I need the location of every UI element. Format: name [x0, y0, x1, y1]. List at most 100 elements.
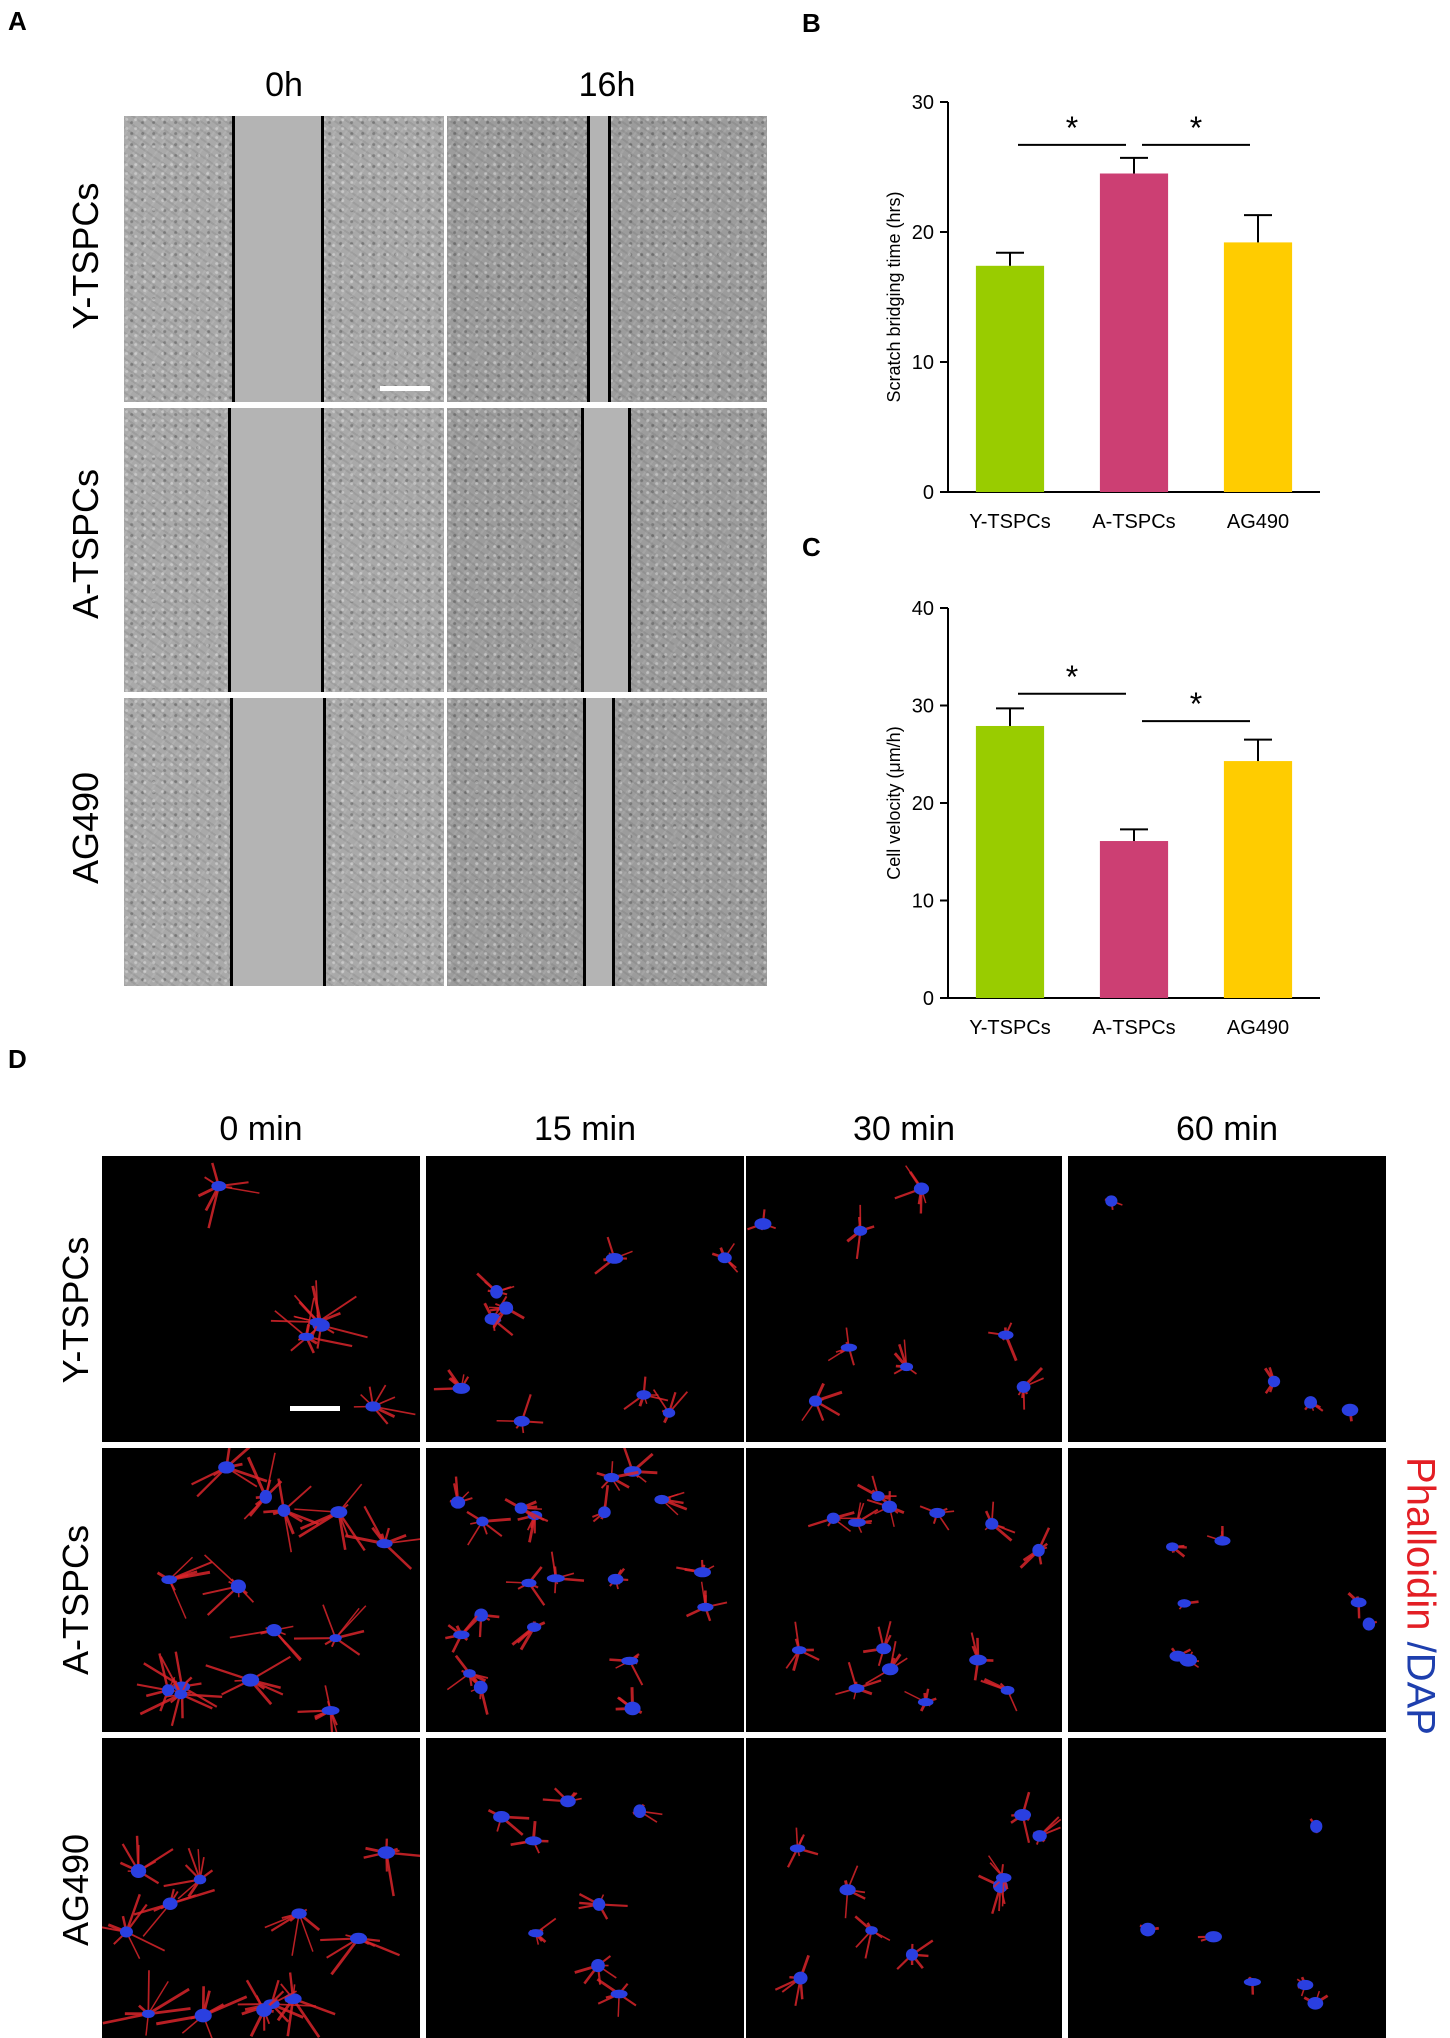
fluorescence-image: [746, 1448, 1062, 1732]
nucleus: [871, 1491, 884, 1501]
bar-2: [1224, 242, 1292, 492]
nucleus: [476, 1517, 488, 1527]
actin-fiber: [209, 1186, 219, 1228]
actin-fiber: [323, 1605, 336, 1638]
actin-fiber: [148, 1970, 149, 2014]
nucleus: [515, 1503, 528, 1514]
nucleus: [493, 1811, 510, 1823]
cell-layer: [1068, 1448, 1386, 1732]
panel-d-col-60min: 60 min: [1068, 1110, 1386, 1149]
bar-0: [976, 726, 1044, 998]
fluorescence-image: [426, 1156, 744, 1442]
y-tick-label: 20: [912, 222, 934, 244]
panel-a-row-ag490: AG490: [65, 772, 107, 884]
fluorescence-image: [102, 1156, 420, 1442]
nucleus: [900, 1362, 913, 1371]
nucleus: [636, 1390, 651, 1400]
nucleus: [525, 1836, 542, 1845]
nucleus: [376, 1539, 392, 1548]
nucleus: [299, 1333, 314, 1341]
nucleus: [1178, 1599, 1191, 1608]
nucleus: [365, 1401, 380, 1411]
nucleus: [1105, 1195, 1117, 1206]
nucleus: [278, 1504, 291, 1517]
nucleus: [996, 1873, 1012, 1883]
bar-0: [976, 266, 1044, 492]
nucleus: [1017, 1381, 1031, 1393]
nucleus: [985, 1518, 998, 1530]
bar-1: [1100, 841, 1168, 998]
nucleus: [1032, 1544, 1044, 1557]
nucleus: [906, 1949, 918, 1961]
nucleus: [350, 1933, 367, 1944]
nucleus: [309, 1318, 327, 1327]
cell-layer: [426, 1448, 744, 1732]
nucleus: [865, 1926, 878, 1935]
nucleus: [754, 1218, 771, 1230]
nucleus: [621, 1657, 638, 1665]
fluorescence-image: [746, 1156, 1062, 1442]
nucleus: [606, 1253, 623, 1264]
nucleus: [451, 1496, 466, 1508]
fluorescence-image: [102, 1448, 420, 1732]
nucleus: [195, 2009, 212, 2023]
nucleus: [527, 1622, 541, 1632]
fluorescence-image: [426, 1738, 744, 2038]
cell-layer: [102, 1156, 420, 1442]
nucleus: [1363, 1617, 1375, 1630]
fluorescence-image: [1068, 1448, 1386, 1732]
nucleus: [120, 1926, 133, 1937]
bar-2: [1224, 761, 1292, 998]
nucleus: [1170, 1651, 1186, 1662]
nucleus: [1310, 1820, 1322, 1833]
x-tick-label: Y-TSPCs: [969, 1017, 1051, 1039]
nucleus: [608, 1574, 624, 1585]
cell-layer: [426, 1738, 744, 2038]
nucleus: [378, 1846, 395, 1859]
nucleus: [1297, 1980, 1313, 1990]
panel-d-col-15min: 15 min: [426, 1110, 744, 1149]
nucleus: [1166, 1542, 1178, 1551]
panel-d-col-0min: 0 min: [102, 1110, 420, 1149]
nucleus: [474, 1681, 488, 1694]
nucleus: [914, 1183, 929, 1195]
stain-label-dapi: /DAP: [1399, 1642, 1443, 1735]
nucleus: [474, 1608, 488, 1621]
actin-fiber: [318, 1296, 357, 1322]
nucleus: [329, 1634, 341, 1642]
nucleus: [839, 1884, 855, 1895]
brightfield-a-tspcs-16h: [447, 408, 767, 692]
actin-fiber: [126, 1932, 164, 1951]
brightfield-ag490-0h: [124, 698, 444, 986]
brightfield-y-tspcs-16h: [447, 116, 767, 402]
nucleus: [591, 1959, 605, 1972]
nucleus: [322, 1706, 340, 1715]
y-tick-label: 0: [923, 482, 934, 504]
brightfield-y-tspcs-0h: [124, 116, 444, 402]
nucleus: [1140, 1923, 1155, 1937]
nucleus: [242, 1674, 259, 1687]
cell-layer: [746, 1156, 1062, 1442]
nucleus: [260, 1490, 272, 1504]
nucleus: [514, 1416, 530, 1427]
y-axis-label: Cell velocity (μm/h): [884, 726, 904, 879]
nucleus: [1244, 1978, 1261, 1986]
y-tick-label: 10: [912, 891, 934, 913]
nucleus: [218, 1461, 235, 1473]
nucleus: [624, 1702, 640, 1716]
nucleus: [1268, 1376, 1280, 1388]
panel-a-row-a-tspcs: A-TSPCs: [65, 469, 107, 619]
nucleus: [792, 1646, 807, 1654]
nucleus: [876, 1643, 891, 1654]
significance-star: *: [1066, 110, 1078, 146]
x-tick-label: Y-TSPCs: [969, 511, 1051, 533]
nucleus: [521, 1579, 536, 1587]
nucleus: [174, 1689, 187, 1699]
nucleus: [809, 1396, 822, 1407]
actin-fiber: [103, 2014, 149, 2023]
panel-d-row-ag490: AG490: [55, 1834, 97, 1946]
cell-layer: [1068, 1738, 1386, 2038]
actin-fiber: [331, 1938, 358, 1974]
nucleus: [499, 1301, 513, 1314]
y-axis-label: Scratch bridging time (hrs): [884, 191, 904, 402]
